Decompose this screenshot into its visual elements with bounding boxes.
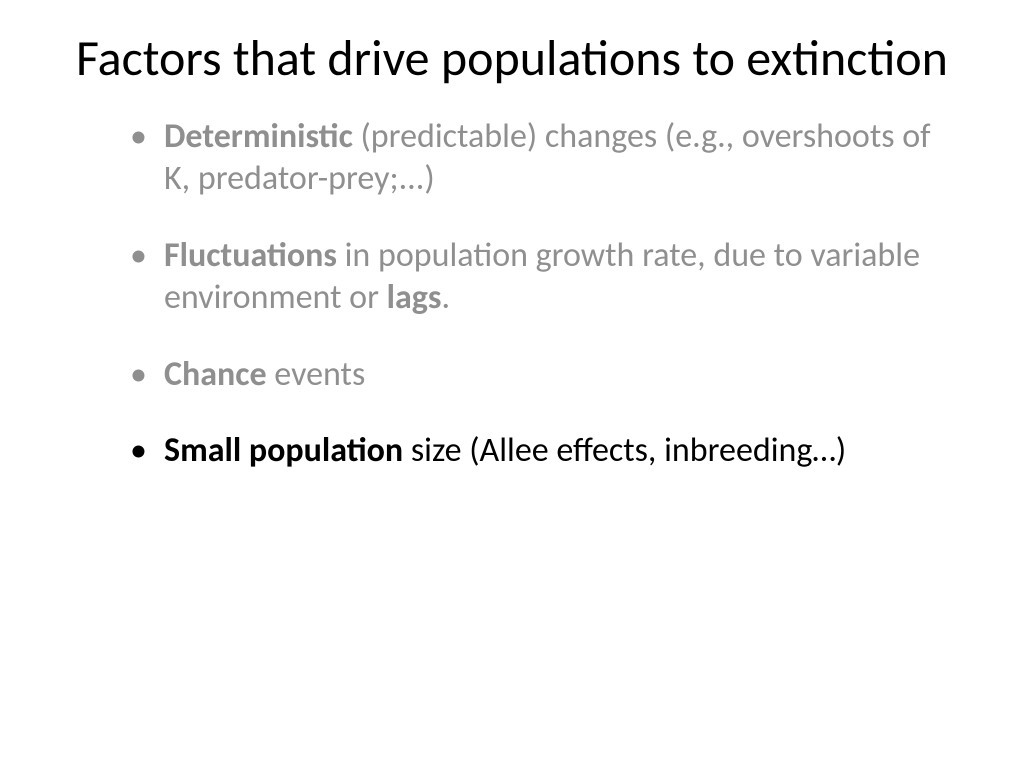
slide: Factors that drive populations to extinc… <box>0 0 1024 768</box>
bullet-item: Chance events <box>130 354 964 397</box>
bullet-item: Fluctuations in population growth rate, … <box>130 235 964 320</box>
bullet-bold-text: Fluctuations <box>164 235 337 276</box>
bullet-text: size (Allee effects, inbreeding…) <box>403 430 846 471</box>
bullet-item: Small population size (Allee effects, in… <box>130 430 964 473</box>
bullet-list: Deterministic (predictable) changes (e.g… <box>60 116 964 473</box>
bullet-item: Deterministic (predictable) changes (e.g… <box>130 116 964 201</box>
bullet-bold-text: Deterministic <box>164 116 353 157</box>
bullet-text: . <box>441 277 450 318</box>
slide-title: Factors that drive populations to extinc… <box>60 30 964 88</box>
bullet-text: events <box>267 354 366 395</box>
bullet-bold-text: Chance <box>164 354 267 395</box>
bullet-bold-text: lags <box>387 277 442 318</box>
bullet-bold-text: Small population <box>164 430 403 471</box>
